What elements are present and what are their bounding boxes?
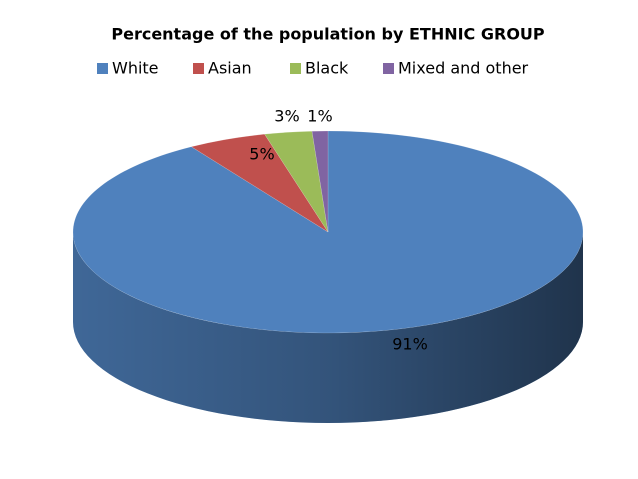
legend-swatch xyxy=(290,63,301,74)
legend-swatch xyxy=(193,63,204,74)
legend-label: White xyxy=(112,59,159,78)
slice xyxy=(72,130,584,334)
data-label: 3% xyxy=(274,107,299,126)
legend-label: Asian xyxy=(208,59,252,78)
slice xyxy=(264,130,329,233)
slice xyxy=(190,133,329,233)
legend-label: Mixed and other xyxy=(398,59,529,78)
legend-swatch xyxy=(97,63,108,74)
legend-swatch xyxy=(383,63,394,74)
legend-label: Black xyxy=(305,59,349,78)
data-label: 91% xyxy=(392,335,428,354)
chart-title: Percentage of the population by ETHNIC G… xyxy=(111,25,545,44)
data-label: 1% xyxy=(307,107,332,126)
data-label: 5% xyxy=(249,145,274,164)
slice xyxy=(311,130,329,233)
slice-side-shade xyxy=(73,232,583,423)
